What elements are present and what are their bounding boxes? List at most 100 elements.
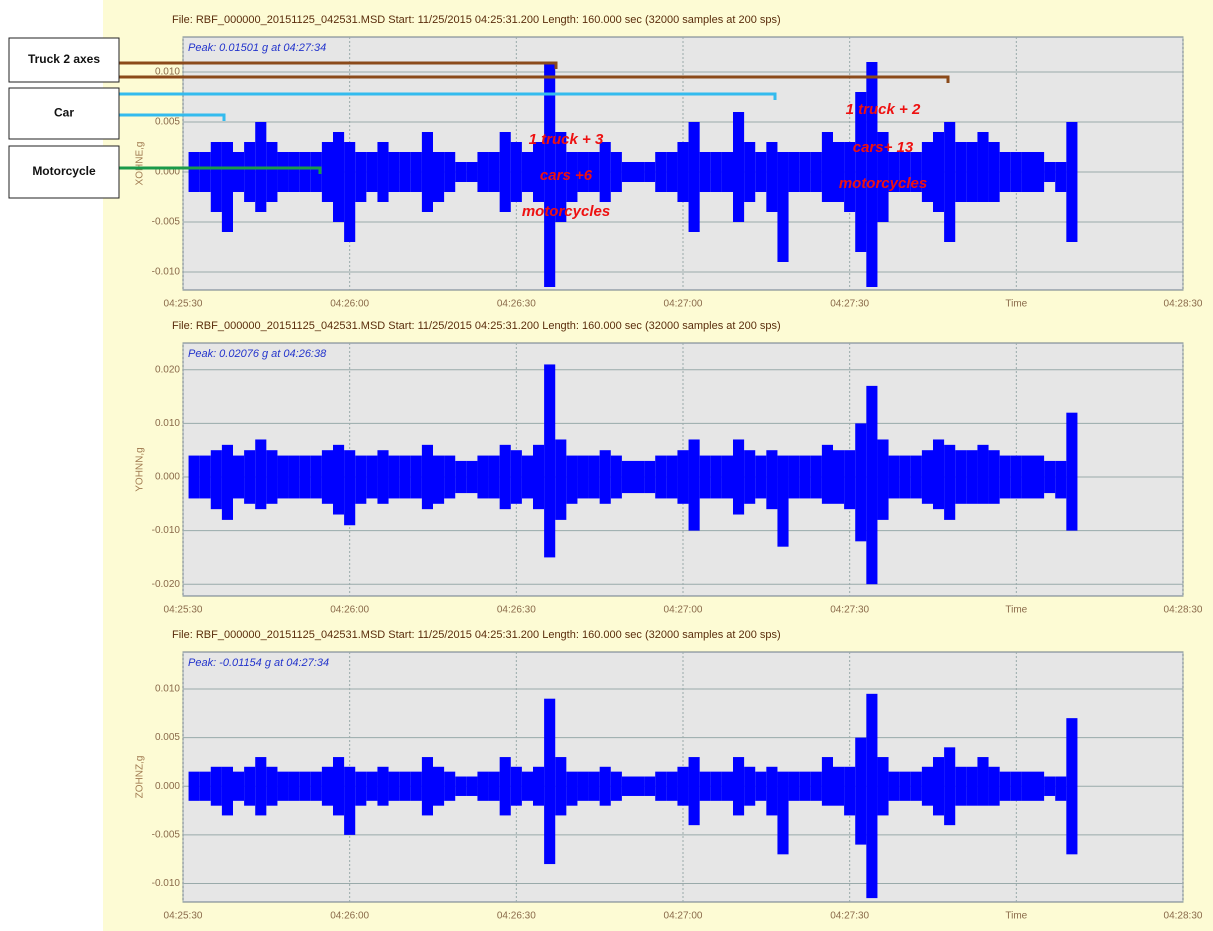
signal-envelope [599, 766, 611, 806]
signal-envelope [944, 122, 956, 242]
signal-envelope [810, 771, 822, 801]
signal-envelope [866, 693, 878, 899]
signal-envelope [321, 766, 333, 806]
signal-envelope [1066, 122, 1078, 242]
signal-envelope [899, 771, 911, 801]
x-tick-label: 04:28:30 [1164, 605, 1203, 616]
signal-envelope [1033, 152, 1045, 192]
signal-envelope [921, 142, 933, 202]
signal-envelope [821, 757, 833, 806]
x-tick-label: 04:26:00 [330, 299, 369, 310]
signal-envelope [1021, 152, 1033, 192]
connector-line [119, 92, 777, 100]
signal-envelope [321, 450, 333, 504]
signal-envelope [510, 450, 522, 504]
signal-envelope [477, 771, 489, 801]
signal-envelope [1033, 455, 1045, 499]
signal-envelope [421, 132, 433, 212]
signal-envelope [555, 757, 567, 816]
signal-envelope [633, 776, 645, 796]
signal-envelope [455, 460, 467, 494]
x-tick-label: 04:26:00 [330, 911, 369, 922]
signal-envelope [721, 152, 733, 192]
signal-envelope [199, 455, 211, 499]
legend-label: Car [54, 106, 74, 120]
signal-envelope [1010, 771, 1022, 801]
signal-envelope [999, 771, 1011, 801]
signal-envelope [721, 455, 733, 499]
signal-envelope [799, 152, 811, 192]
signal-envelope [488, 455, 500, 499]
signal-envelope [588, 455, 600, 499]
x-tick-label: Time [1005, 299, 1027, 310]
signal-envelope [533, 444, 545, 510]
signal-envelope [410, 455, 422, 499]
signal-envelope [499, 444, 511, 510]
signal-envelope [510, 766, 522, 806]
signal-envelope [766, 450, 778, 510]
signal-envelope [955, 142, 967, 202]
signal-envelope [344, 142, 356, 242]
x-tick-label: 04:27:00 [664, 299, 703, 310]
signal-envelope [221, 444, 233, 520]
signal-envelope [644, 162, 656, 182]
signal-envelope [721, 771, 733, 801]
signal-envelope [877, 132, 889, 222]
y-tick-label: 0.000 [155, 781, 180, 792]
signal-envelope [666, 455, 678, 499]
y-tick-label: 0.005 [155, 732, 180, 743]
signal-envelope [844, 142, 856, 212]
signal-envelope [866, 385, 878, 585]
signal-envelope [421, 444, 433, 510]
signal-envelope [866, 62, 878, 287]
signal-envelope [188, 152, 200, 192]
signal-envelope [366, 771, 378, 801]
signal-envelope [577, 455, 589, 499]
signal-envelope [621, 776, 633, 796]
signal-envelope [266, 450, 278, 504]
signal-envelope [699, 152, 711, 192]
signal-envelope [1044, 162, 1056, 182]
annotation: 1 truck + 3 [529, 131, 604, 148]
signal-envelope [1055, 460, 1067, 499]
x-tick-label: 04:26:30 [497, 911, 536, 922]
signal-envelope [210, 450, 222, 510]
signal-envelope [599, 450, 611, 504]
signal-envelope [577, 152, 589, 192]
chart-title: File: RBF_000000_20151125_042531.MSD Sta… [172, 629, 781, 641]
signal-envelope [899, 455, 911, 499]
signal-envelope [255, 439, 267, 510]
signal-envelope [755, 152, 767, 192]
signal-envelope [310, 771, 322, 801]
signal-envelope [377, 450, 389, 504]
annotation: cars +6 [540, 167, 593, 184]
y-tick-label: 0.000 [155, 472, 180, 483]
signal-envelope [366, 455, 378, 499]
signal-envelope [577, 771, 589, 801]
x-tick-label: 04:28:30 [1164, 911, 1203, 922]
legend-label: Motorcycle [32, 164, 96, 178]
signal-envelope [1021, 455, 1033, 499]
signal-envelope [410, 152, 422, 192]
signal-envelope [344, 450, 356, 526]
y-axis-label: YOHNN,g [135, 447, 146, 491]
signal-envelope [444, 455, 456, 499]
y-tick-label: 0.010 [155, 418, 180, 429]
signal-envelope [444, 152, 456, 192]
signal-envelope [688, 439, 700, 531]
signal-envelope [988, 450, 1000, 504]
signal-envelope [666, 771, 678, 801]
signal-envelope [944, 747, 956, 826]
signal-envelope [399, 455, 411, 499]
signal-envelope [788, 152, 800, 192]
annotation: motorcycles [839, 175, 927, 192]
signal-envelope [910, 455, 922, 499]
signal-envelope [566, 771, 578, 806]
signal-envelope [1044, 460, 1056, 494]
signal-envelope [755, 455, 767, 499]
signal-envelope [433, 152, 445, 202]
y-tick-label: 0.020 [155, 364, 180, 375]
signal-envelope [744, 450, 756, 504]
chart-title: File: RBF_000000_20151125_042531.MSD Sta… [172, 320, 781, 332]
